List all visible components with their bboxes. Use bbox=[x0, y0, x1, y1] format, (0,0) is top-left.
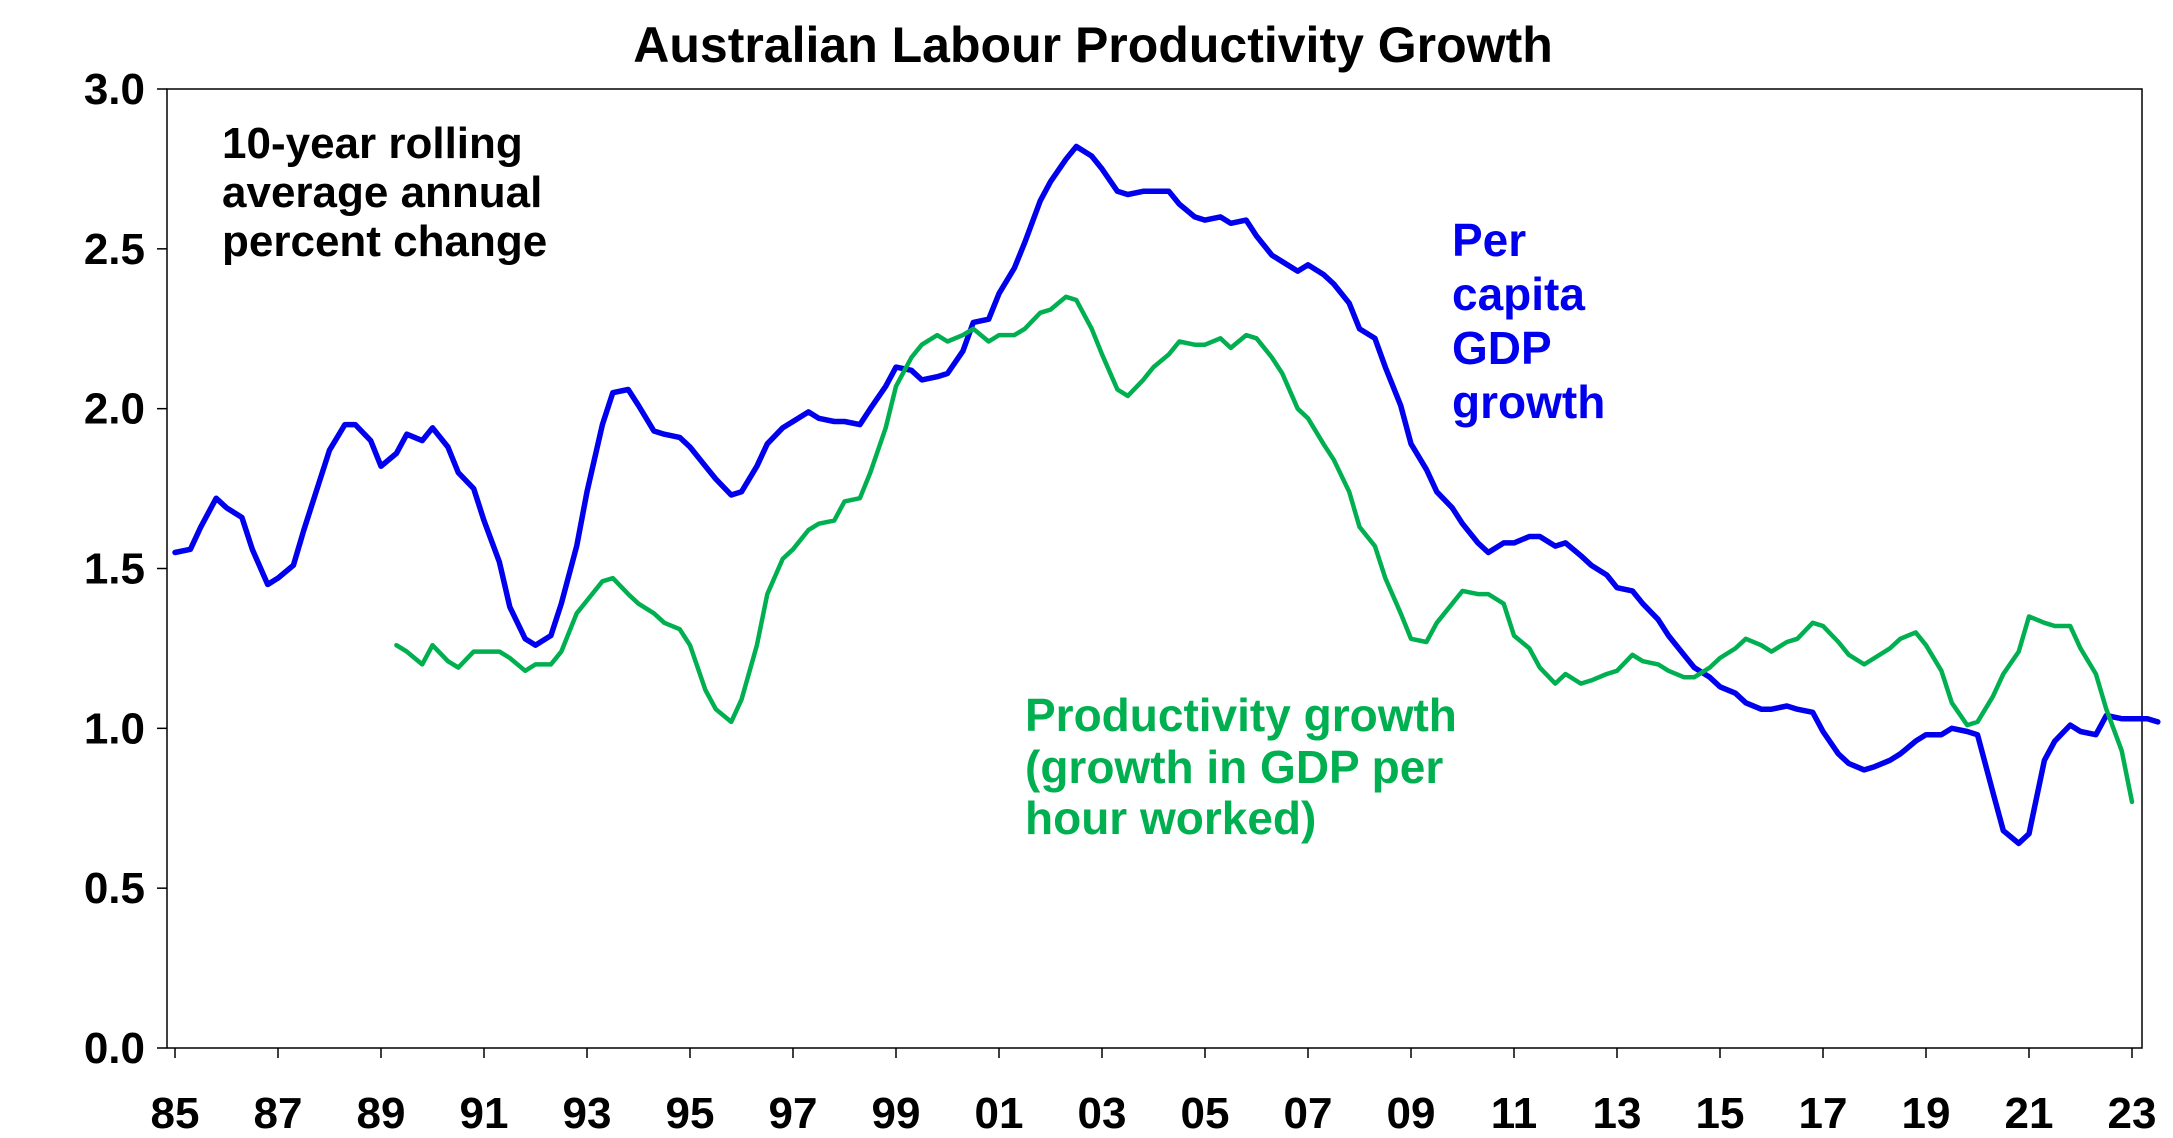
x-tick-label: 07 bbox=[1284, 1089, 1333, 1133]
x-tick-label: 91 bbox=[460, 1089, 509, 1133]
x-tick-label: 05 bbox=[1181, 1089, 1230, 1133]
y-tick-label: 1.0 bbox=[84, 704, 145, 753]
x-tick-label: 15 bbox=[1696, 1089, 1745, 1133]
x-tick-label: 21 bbox=[2005, 1089, 2054, 1133]
y-tick-label: 0.0 bbox=[84, 1024, 145, 1073]
y-tick-label: 2.0 bbox=[84, 385, 145, 434]
chart-title: Australian Labour Productivity Growth bbox=[633, 17, 1553, 73]
x-tick-label: 99 bbox=[872, 1089, 921, 1133]
series-label-productivity: Productivity growth (growth in GDP per h… bbox=[1025, 689, 1457, 844]
x-tick-label: 01 bbox=[975, 1089, 1024, 1133]
x-tick-label: 87 bbox=[254, 1089, 303, 1133]
series-label-productivity-line-2: (growth in GDP per bbox=[1025, 741, 1443, 793]
x-tick-label: 95 bbox=[666, 1089, 715, 1133]
x-tick-label: 19 bbox=[1902, 1089, 1951, 1133]
x-tick-label: 03 bbox=[1078, 1089, 1127, 1133]
series-label-gdp-line-3: GDP bbox=[1452, 322, 1552, 374]
y-tick-label: 1.5 bbox=[84, 545, 145, 594]
x-tick-label: 93 bbox=[563, 1089, 612, 1133]
x-tick-label: 11 bbox=[1491, 1089, 1538, 1133]
x-tick-label: 09 bbox=[1387, 1089, 1436, 1133]
annotation-line-1: 10-year rolling bbox=[222, 119, 523, 168]
y-tick-label: 0.5 bbox=[84, 864, 145, 913]
x-tick-label: 13 bbox=[1593, 1089, 1642, 1133]
annotation-line-3: percent change bbox=[222, 217, 547, 266]
x-axis: 85 87 89 91 93 95 97 99 01 03 05 07 09 11 13 15 17 19 21 23 bbox=[151, 1048, 2157, 1133]
series-label-gdp: Per capita GDP growth bbox=[1452, 214, 1605, 428]
x-tick-label: 89 bbox=[357, 1089, 406, 1133]
x-tick-label: 97 bbox=[769, 1089, 818, 1133]
x-tick-label: 17 bbox=[1799, 1089, 1848, 1133]
annotation-line-2: average annual bbox=[222, 168, 542, 217]
y-tick-label: 3.0 bbox=[84, 65, 145, 114]
x-tick-label: 85 bbox=[151, 1089, 200, 1133]
series-label-productivity-line-3: hour worked) bbox=[1025, 792, 1316, 844]
series-label-gdp-line-2: capita bbox=[1452, 268, 1585, 320]
y-tick-label: 2.5 bbox=[84, 225, 145, 274]
series-label-gdp-line-1: Per bbox=[1452, 214, 1526, 266]
series-label-gdp-line-4: growth bbox=[1452, 376, 1605, 428]
x-tick-label: 23 bbox=[2108, 1089, 2157, 1133]
series-label-productivity-line-1: Productivity growth bbox=[1025, 689, 1457, 741]
y-axis: 0.0 0.5 1.0 1.5 2.0 2.5 3.0 bbox=[84, 65, 167, 1073]
